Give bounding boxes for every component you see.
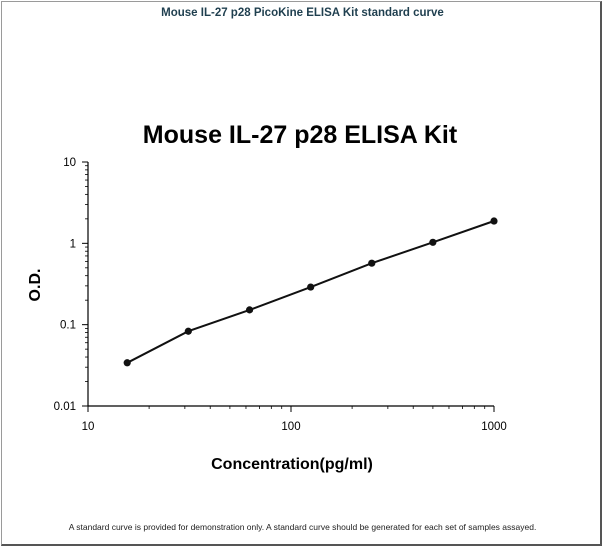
x-axis-title: Concentration(pg/ml) — [211, 456, 373, 473]
data-point — [368, 259, 376, 267]
y-axis-title: O.D. — [27, 269, 44, 302]
fit-curve — [126, 220, 495, 364]
data-point — [429, 238, 437, 246]
chart-title: Mouse IL-27 p28 ELISA Kit — [143, 121, 458, 149]
x-tick-label: 1000 — [481, 421, 507, 433]
y-tick-label: 0.1 — [60, 320, 76, 332]
data-point — [490, 217, 498, 225]
data-point — [245, 306, 254, 314]
data-point — [307, 283, 315, 291]
y-tick-label: 1 — [70, 238, 76, 250]
data-point — [123, 359, 131, 367]
data-point — [184, 327, 192, 335]
x-tick-label: 100 — [281, 421, 300, 433]
x-tick-label: 10 — [82, 421, 95, 433]
y-tick-label: 0.01 — [54, 401, 76, 413]
footnote: A standard curve is provided for demonst… — [68, 522, 537, 532]
plot-layer: 0.01 0.1 1 10 10 100 1000 — [54, 157, 507, 433]
page-title: Mouse IL-27 p28 PicoKine ELISA Kit stand… — [161, 7, 444, 19]
y-tick-label: 10 — [63, 157, 76, 169]
